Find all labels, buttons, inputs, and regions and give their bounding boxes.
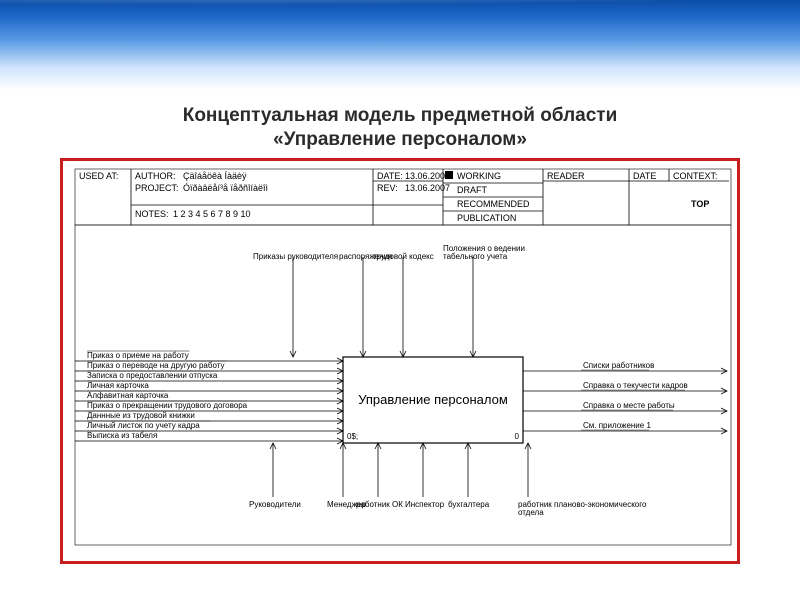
svg-text:Даннные из трудовой книжки: Даннные из трудовой книжки: [87, 411, 195, 420]
svg-text:CONTEXT:: CONTEXT:: [673, 171, 718, 181]
svg-text:работник ОК: работник ОК: [356, 500, 403, 509]
svg-text:RECOMMENDED: RECOMMENDED: [457, 199, 530, 209]
svg-text:NOTES:: NOTES:: [135, 209, 169, 219]
title-line-2: «Управление персоналом»: [20, 128, 780, 152]
svg-text:Личная карточка: Личная карточка: [87, 381, 149, 390]
svg-text:Списки работников: Списки работников: [583, 361, 654, 370]
svg-text:Приказы руководителя: Приказы руководителя: [253, 252, 338, 261]
svg-text:отдела: отдела: [518, 508, 544, 517]
svg-text:AUTHOR:: AUTHOR:: [135, 171, 176, 181]
svg-text:Выписка из табеля: Выписка из табеля: [87, 431, 157, 440]
svg-text:трудовой кодекс: трудовой кодекс: [373, 252, 434, 261]
svg-text:Приказ о прекращении трудового: Приказ о прекращении трудового договора: [87, 401, 248, 410]
svg-text:0$;: 0$;: [347, 432, 358, 441]
svg-text:См. приложение 1: См. приложение 1: [583, 421, 651, 430]
idef0-diagram: USED AT: AUTHOR: Çäîáåöêà Íàäèÿ PROJECT: Óïð…: [73, 167, 733, 547]
svg-text:DRAFT: DRAFT: [457, 185, 487, 195]
svg-text:Çäîáåöêà Íàäèÿ: Çäîáåöêà Íàäèÿ: [183, 171, 247, 181]
svg-text:Алфавитная карточка: Алфавитная карточка: [87, 391, 169, 400]
svg-text:1 2 3 4 5 6 7 8 9 10: 1 2 3 4 5 6 7 8 9 10: [173, 209, 251, 219]
svg-text:DATE:: DATE:: [377, 171, 403, 181]
svg-text:Óïðàâëåí³å ïåðñîíàëîì: Óïðàâëåí³å ïåðñîíàëîì: [183, 183, 268, 193]
svg-text:REV:: REV:: [377, 183, 398, 193]
svg-text:Записка о предоставлении отпус: Записка о предоставлении отпуска: [87, 371, 218, 380]
svg-text:Личный листок по учету кадра: Личный листок по учету кадра: [87, 421, 200, 430]
svg-text:Инспектор: Инспектор: [405, 500, 445, 509]
page-title: Концептуальная модель предметной области…: [20, 104, 780, 152]
top-banner: [0, 0, 800, 90]
svg-text:Управление персоналом: Управление персоналом: [358, 392, 508, 407]
svg-text:табельного учета: табельного учета: [443, 252, 508, 261]
svg-text:бухгалтера: бухгалтера: [448, 500, 490, 509]
svg-text:Руководители: Руководители: [249, 500, 301, 509]
svg-text:Справка о месте работы: Справка о месте работы: [583, 401, 675, 410]
svg-text:PUBLICATION: PUBLICATION: [457, 213, 516, 223]
svg-text:READER: READER: [547, 171, 585, 181]
svg-text:0: 0: [515, 432, 520, 441]
svg-text:USED AT:: USED AT:: [79, 171, 118, 181]
svg-text:DATE: DATE: [633, 171, 656, 181]
svg-text:Приказ о приеме на работу: Приказ о приеме на работу: [87, 351, 189, 360]
svg-text:13.06.2007: 13.06.2007: [405, 171, 450, 181]
svg-text:PROJECT:: PROJECT:: [135, 183, 179, 193]
svg-text:13.06.2007: 13.06.2007: [405, 183, 450, 193]
svg-text:Приказ о переводе на другую ра: Приказ о переводе на другую работу: [87, 361, 224, 370]
svg-text:WORKING: WORKING: [457, 171, 501, 181]
diagram-frame: USED AT: AUTHOR: Çäîáåöêà Íàäèÿ PROJECT: Óïð…: [60, 158, 740, 564]
svg-text:Справка о текучести кадров: Справка о текучести кадров: [583, 381, 688, 390]
title-line-1: Концептуальная модель предметной области: [20, 104, 780, 128]
svg-text:TOP: TOP: [691, 199, 709, 209]
